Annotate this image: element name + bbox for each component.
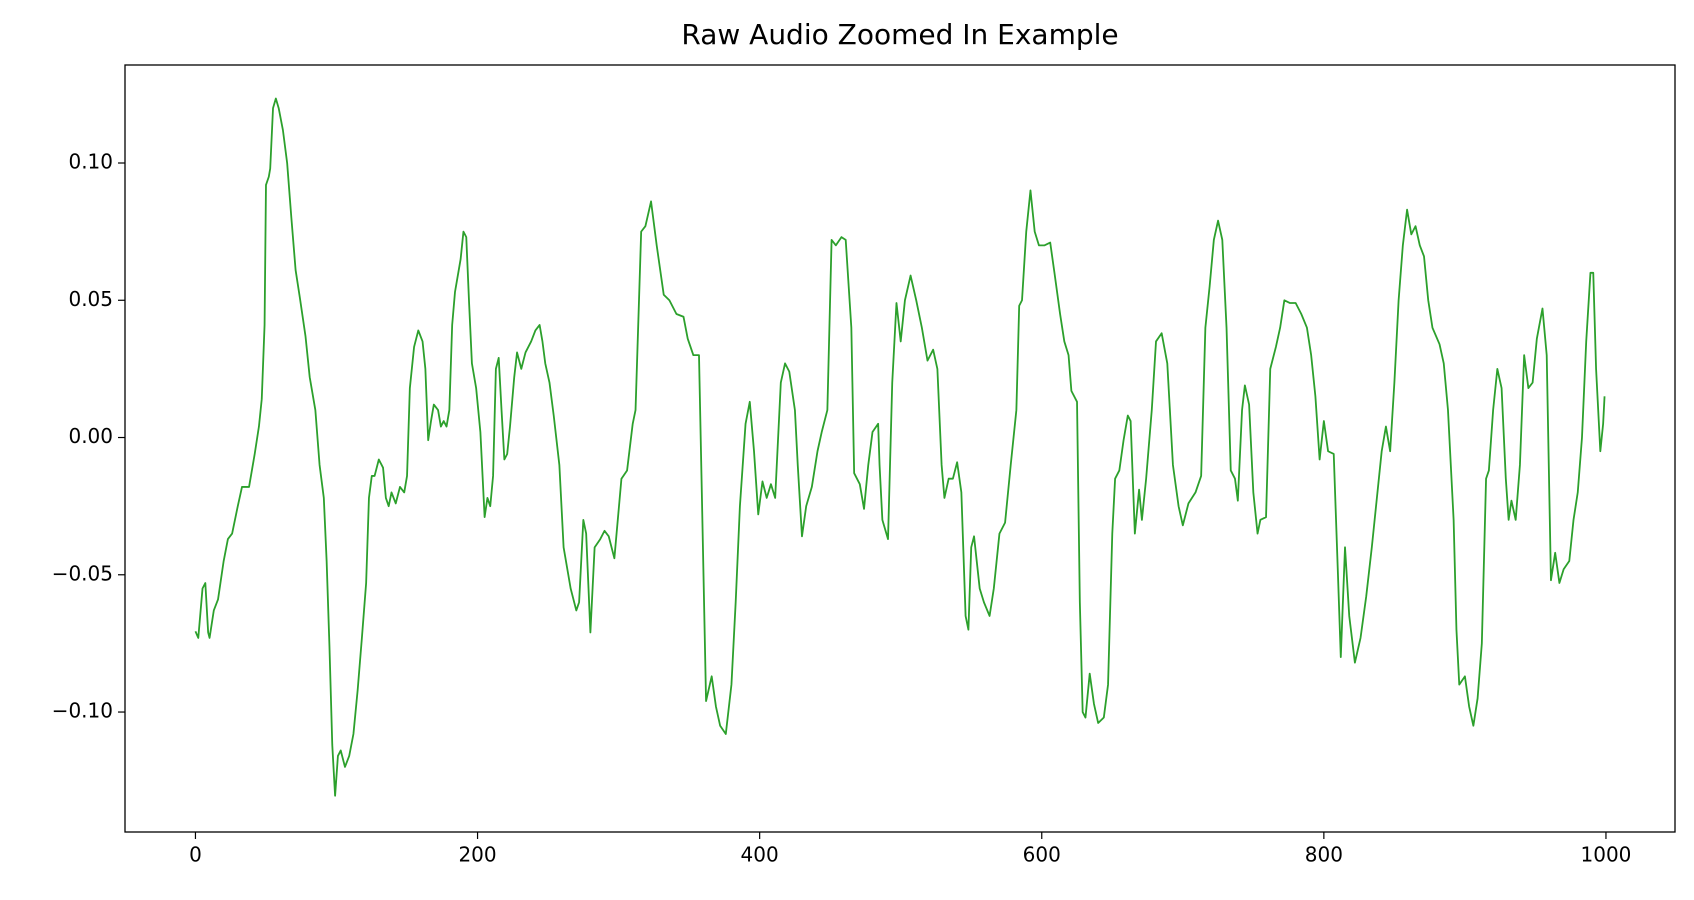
- plot-frame: [124, 64, 1676, 833]
- x-tick-label: 0: [189, 843, 202, 867]
- y-tick-label: 0.10: [68, 150, 113, 174]
- x-tick-label: 800: [1305, 843, 1343, 867]
- y-tick-label: −0.10: [52, 699, 113, 723]
- chart-title: Raw Audio Zoomed In Example: [681, 18, 1118, 51]
- x-tick-label: 600: [1023, 843, 1061, 867]
- x-tick-label: 400: [741, 843, 779, 867]
- waveform-line: [194, 97, 1606, 797]
- y-tick-label: 0.05: [68, 287, 113, 311]
- y-tick-label: 0.00: [68, 424, 113, 448]
- x-tick-label: 1000: [1581, 843, 1632, 867]
- y-tick-label: −0.05: [52, 561, 113, 585]
- x-tick-label: 200: [458, 843, 496, 867]
